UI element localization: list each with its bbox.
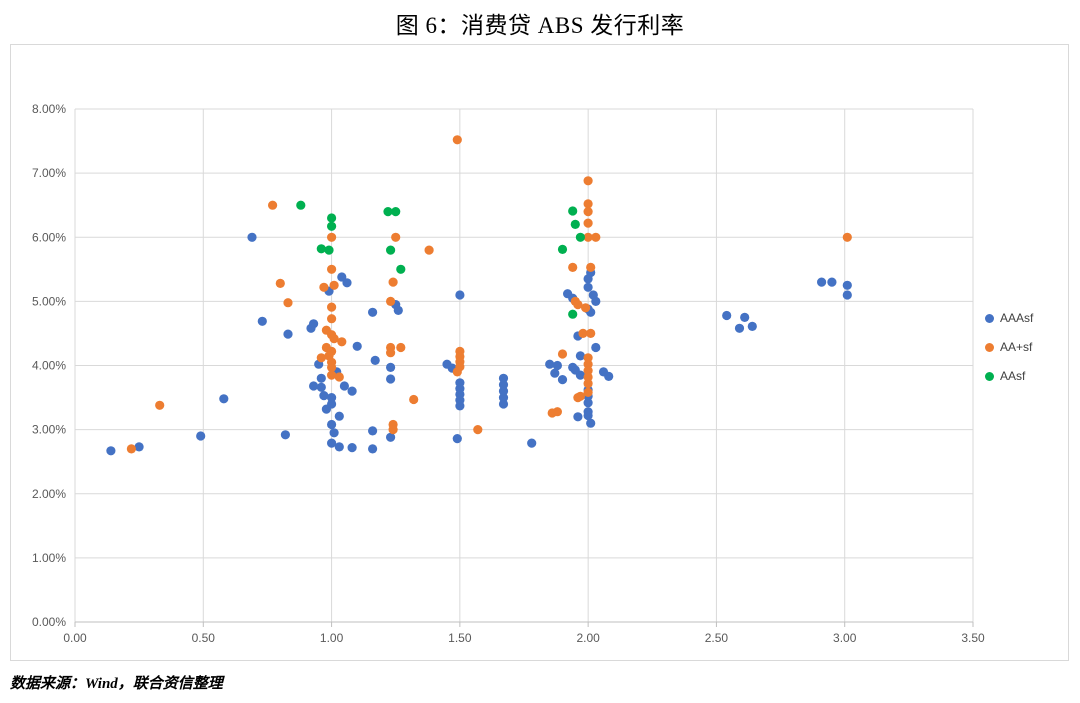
svg-text:0.50: 0.50 — [192, 631, 216, 645]
svg-text:3.00: 3.00 — [833, 631, 857, 645]
svg-text:0.00%: 0.00% — [32, 615, 66, 629]
svg-text:7.00%: 7.00% — [32, 166, 66, 180]
legend-item-aaasf: AAAsf — [985, 311, 1033, 325]
legend-dot-aasf-icon — [985, 371, 994, 381]
legend-label-aasf: AAsf — [1000, 369, 1026, 383]
legend-label-aa-plus-sf: AA+sf — [1000, 340, 1033, 354]
svg-text:2.00%: 2.00% — [32, 487, 66, 501]
svg-text:1.50: 1.50 — [448, 631, 472, 645]
legend-label-aaasf: AAAsf — [1000, 311, 1034, 325]
svg-text:6.00%: 6.00% — [32, 230, 66, 244]
source-note: 数据来源：Wind，联合资信整理 — [10, 676, 223, 692]
svg-text:8.00%: 8.00% — [32, 102, 66, 116]
svg-text:2.50: 2.50 — [705, 631, 729, 645]
svg-text:2.00: 2.00 — [576, 631, 600, 645]
scatter-plot: 0.00 0.50 1.00 1.50 2.00 2.50 3.00 3.50 0.00% 1.0… — [32, 102, 985, 645]
page-title: 图 6：消费贷 ABS 发行利率 — [395, 13, 685, 38]
legend-dot-aaasf-icon — [985, 313, 994, 323]
svg-text:1.00: 1.00 — [320, 631, 344, 645]
svg-text:4.00%: 4.00% — [32, 359, 66, 373]
svg-text:3.00%: 3.00% — [32, 423, 66, 437]
legend-dot-aa-plus-sf-icon — [985, 342, 994, 352]
legend: AAAsf AA+sf AAsf — [985, 311, 1033, 383]
legend-item-aasf: AAsf — [985, 369, 1033, 383]
svg-text:3.50: 3.50 — [961, 631, 985, 645]
svg-text:1.00%: 1.00% — [32, 551, 66, 565]
legend-item-aa-plus-sf: AA+sf — [985, 340, 1033, 354]
svg-text:5.00%: 5.00% — [32, 294, 66, 308]
chart-container: 0.00 0.50 1.00 1.50 2.00 2.50 3.00 3.50 0.00% 1.0… — [10, 44, 1069, 661]
svg-text:0.00: 0.00 — [63, 631, 87, 645]
